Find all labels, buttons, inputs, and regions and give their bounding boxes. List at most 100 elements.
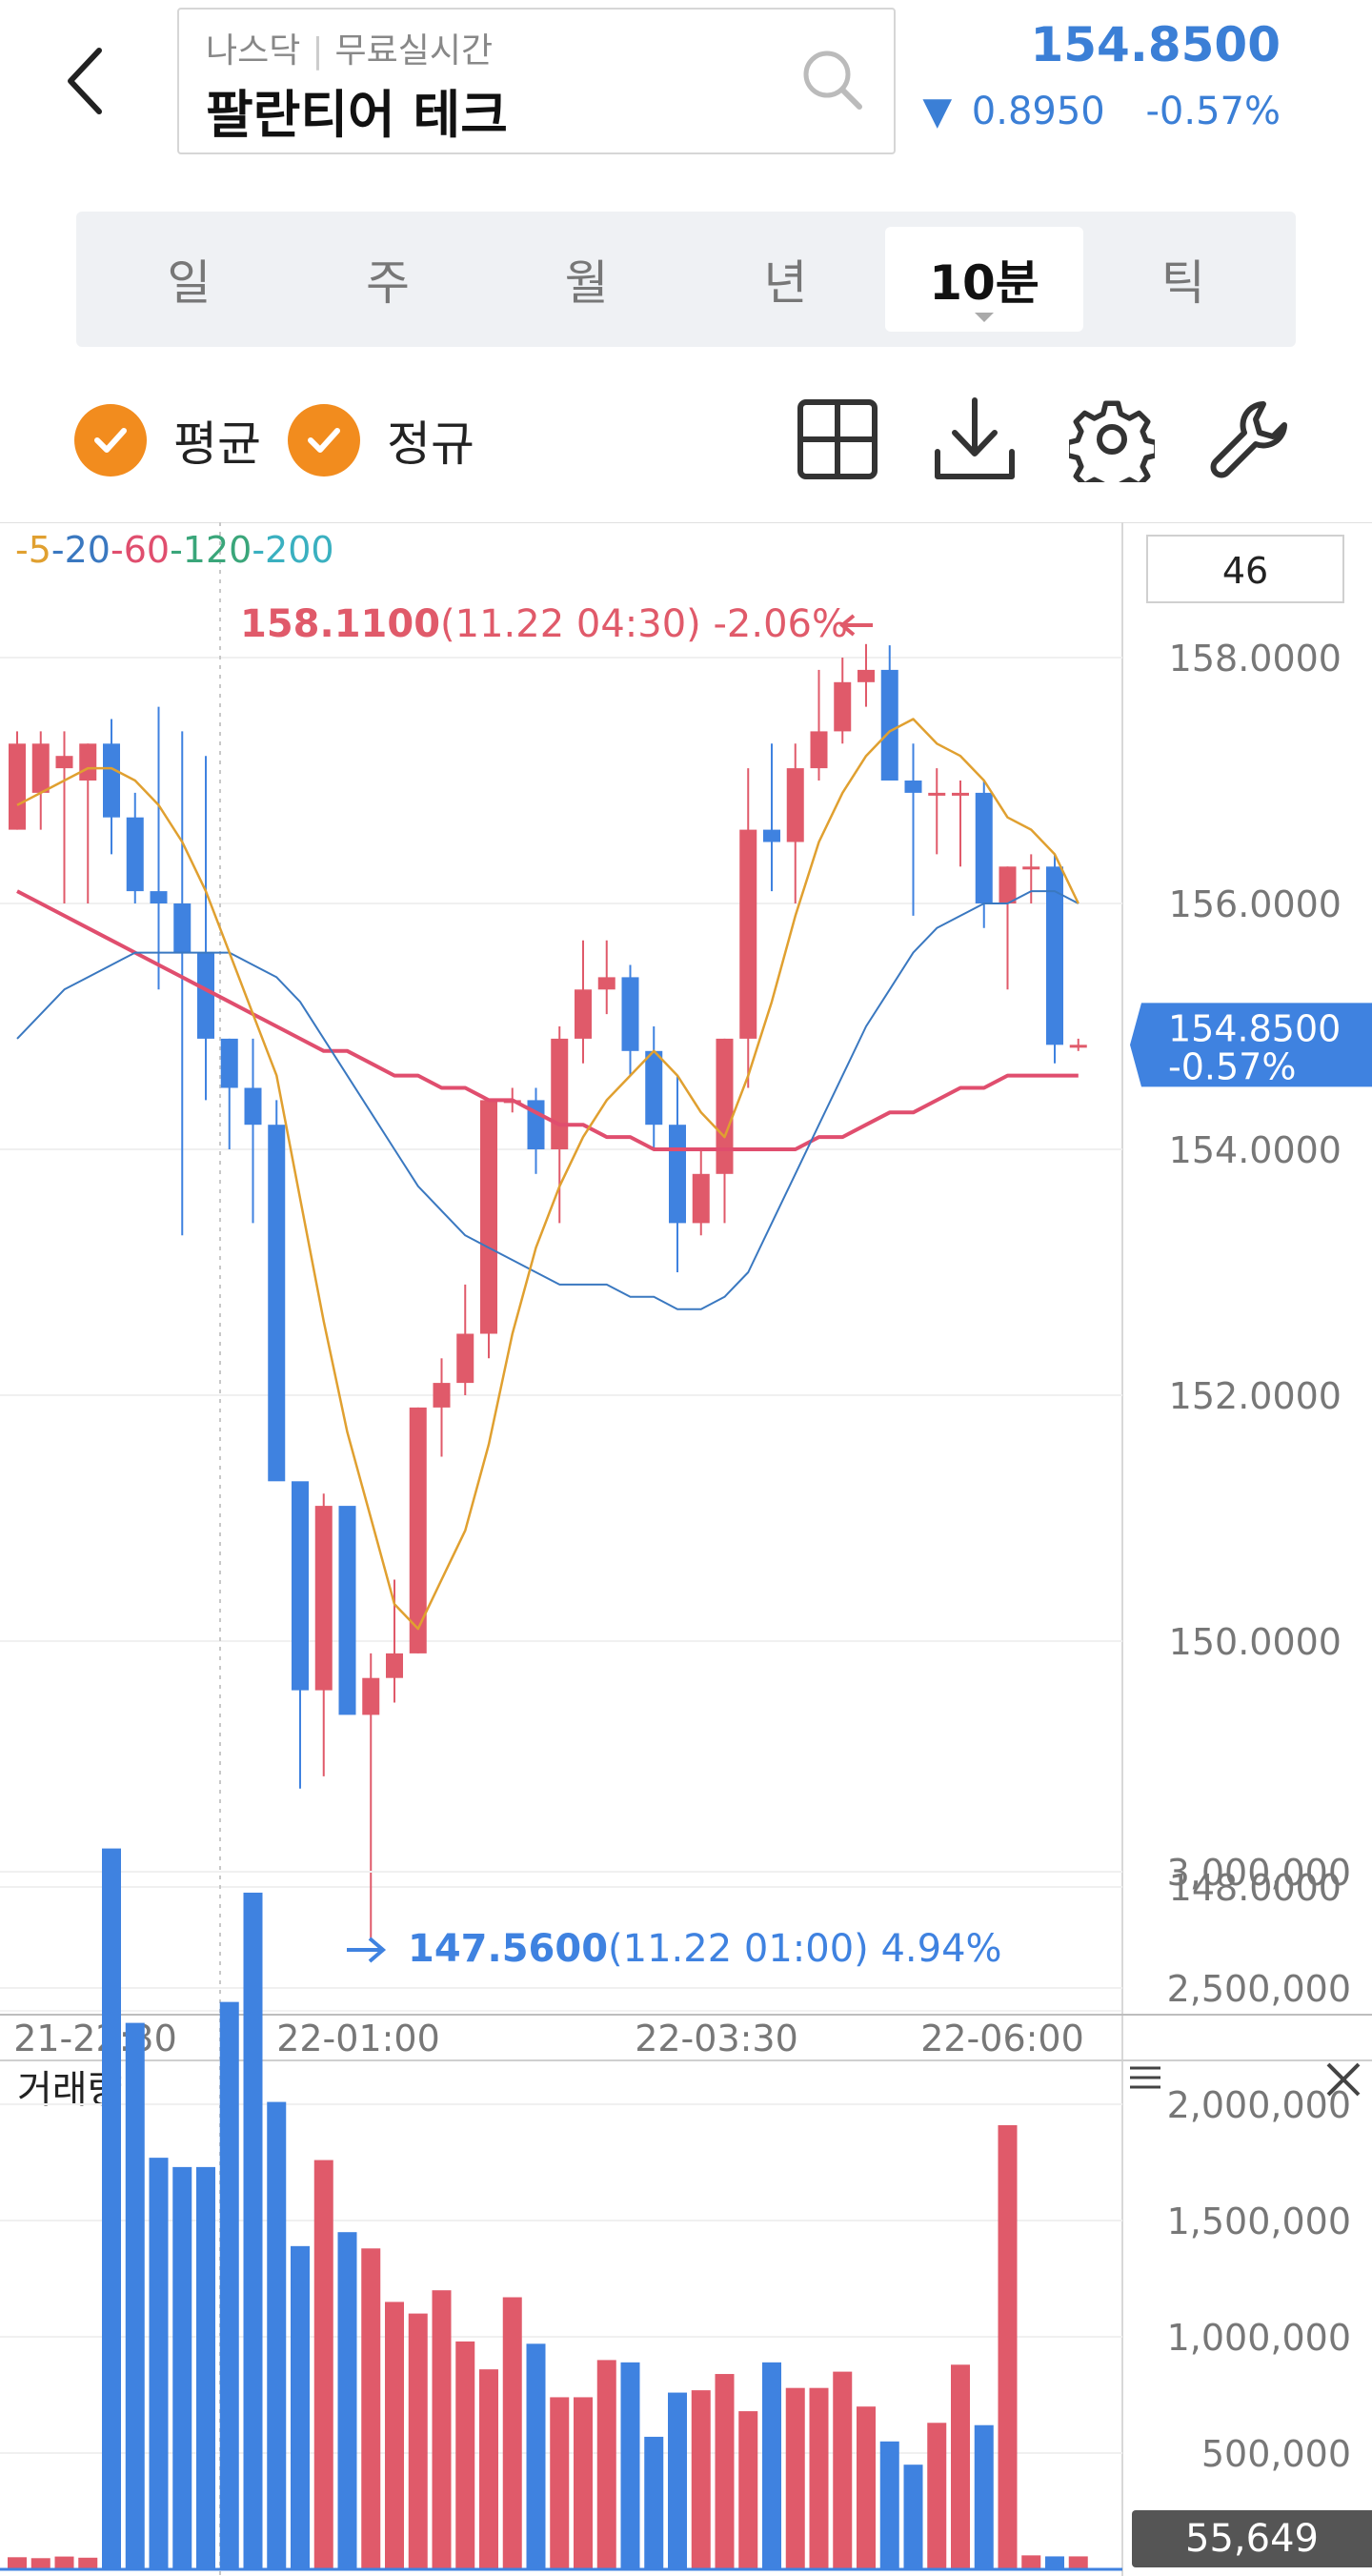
back-button[interactable] <box>57 38 133 124</box>
volume-bar <box>762 2362 781 2569</box>
candle-body <box>314 1506 333 1691</box>
candle-body <box>9 743 26 830</box>
volume-bar <box>668 2392 687 2569</box>
ma-legend-dash: - <box>51 529 65 571</box>
volume-bar <box>385 2302 404 2569</box>
candle-body <box>480 1100 497 1334</box>
volume-bar <box>149 2158 169 2569</box>
candle-body <box>244 1087 262 1126</box>
candle-body <box>810 731 828 769</box>
volume-tick-label: 1,500,000 <box>1167 2201 1351 2242</box>
volume-bar <box>502 2297 522 2569</box>
ma-legend-60: 60 <box>124 529 170 571</box>
period-tabs: 일 주 월 년 10분 틱 <box>76 212 1296 347</box>
candle-body <box>858 669 875 682</box>
tab-year[interactable]: 년 <box>763 255 808 311</box>
toggle-regular[interactable]: 정규 <box>288 404 474 477</box>
volume-bar <box>951 2364 970 2569</box>
ma-legend-dash: - <box>111 529 124 571</box>
candle-body <box>527 1100 545 1149</box>
wrench-icon[interactable] <box>1206 396 1292 482</box>
search-icon[interactable] <box>798 46 865 112</box>
volume-bar <box>291 2245 310 2569</box>
volume-bar <box>903 2464 923 2569</box>
volume-bar <box>361 2248 381 2569</box>
price-axis: 158.0000 156.0000 154.0000 152.0000 150.0000… <box>13 638 1372 2059</box>
current-price: 154.8500 <box>1030 17 1281 72</box>
volume-bar <box>313 2160 333 2569</box>
current-price-badge <box>1130 1003 1372 1087</box>
menu-icon[interactable] <box>1130 2066 1160 2089</box>
realtime-label: 무료실시간 <box>334 31 494 71</box>
tab-tick[interactable]: 틱 <box>1160 255 1205 311</box>
close-icon[interactable] <box>1326 2062 1361 2097</box>
grid-add-icon[interactable] <box>795 396 880 482</box>
candle-body <box>55 756 73 769</box>
time-tick-label: 21-22:30 <box>13 2018 177 2059</box>
high-marker-price: 158.1100 <box>240 602 440 646</box>
volume-bar <box>857 2406 876 2569</box>
candle-body <box>1022 866 1040 870</box>
market-label: 나스닥 <box>206 31 301 71</box>
candle-body <box>975 792 993 903</box>
candle-body <box>31 743 50 793</box>
candle-body <box>952 792 969 796</box>
search-box[interactable]: 나스닥 | 무료실시간 팔란티어 테크 <box>177 8 896 154</box>
download-icon[interactable] <box>932 396 1018 482</box>
volume-bar <box>479 2369 498 2569</box>
gear-icon[interactable] <box>1069 396 1155 482</box>
volume-bar <box>738 2411 758 2569</box>
volume-tick-label: 500,000 <box>1201 2433 1351 2475</box>
volume-bar <box>596 2360 616 2569</box>
candle-body <box>1069 1045 1087 1048</box>
volume-bar <box>8 2557 27 2569</box>
toggle-regular-label: 정규 <box>387 416 474 472</box>
price-change: ▼ 0.8950 -0.57% <box>922 90 1281 133</box>
candle-body <box>692 1173 710 1224</box>
high-marker-rate: -2.06% <box>713 602 848 646</box>
volume-bar <box>30 2558 50 2569</box>
volume-bar <box>879 2441 899 2569</box>
volume-bar <box>974 2424 994 2569</box>
volume-bar <box>432 2290 452 2569</box>
price-tick-label: 156.0000 <box>1169 883 1342 925</box>
current-price-badge-price: 154.8500 <box>1168 1007 1341 1049</box>
stock-chart[interactable]: -5-20-60-120-200 46 158.0000156.0000154.… <box>0 522 1372 2576</box>
high-arrow-icon <box>838 614 856 637</box>
volume-bar <box>927 2423 947 2569</box>
tab-week[interactable]: 주 <box>366 255 410 311</box>
change-rate: -0.57% <box>1145 90 1281 133</box>
chevron-left-icon <box>68 48 102 114</box>
close-icon-stroke <box>1326 2062 1361 2097</box>
volume-bar <box>715 2374 735 2569</box>
tab-month[interactable]: 월 <box>564 255 609 311</box>
volume-bar <box>691 2390 711 2569</box>
current-price-badge-rate: -0.57% <box>1168 1045 1296 1087</box>
high-marker-time: (11.22 04:30) <box>440 602 713 646</box>
tab-day[interactable]: 일 <box>167 255 212 311</box>
volume-bar <box>172 2166 192 2569</box>
market-info: 나스닥 | 무료실시간 <box>206 31 494 71</box>
candle-body <box>386 1653 403 1678</box>
candle-body <box>433 1383 451 1408</box>
volume-tick-label: 1,000,000 <box>1167 2317 1351 2359</box>
toggle-average[interactable]: 평균 <box>74 404 261 477</box>
candle-body <box>763 829 780 842</box>
ma5-line <box>16 718 1079 1631</box>
candle-count-box[interactable] <box>1146 535 1344 603</box>
price-tick-label: 154.0000 <box>1169 1129 1342 1171</box>
ma-legend-120: 120 <box>183 529 252 571</box>
price-tick-label: 150.0000 <box>1169 1621 1342 1663</box>
volume-bar <box>408 2313 428 2569</box>
volume-bar <box>337 2232 357 2569</box>
volume-bar <box>1068 2556 1088 2569</box>
time-tick-label: 22-01:00 <box>276 2018 440 2059</box>
tab-10min[interactable]: 10분 <box>884 227 1084 332</box>
down-arrow-icon: ▼ <box>922 90 953 133</box>
ma-legend: -5-20-60-120-200 <box>15 529 334 571</box>
volume-tick-label: 3,000,000 <box>1167 1852 1351 1894</box>
ma20-line <box>16 890 1079 1310</box>
ma60-line <box>16 889 1079 1151</box>
volume-bar <box>1045 2556 1064 2569</box>
candle-body <box>999 866 1017 903</box>
